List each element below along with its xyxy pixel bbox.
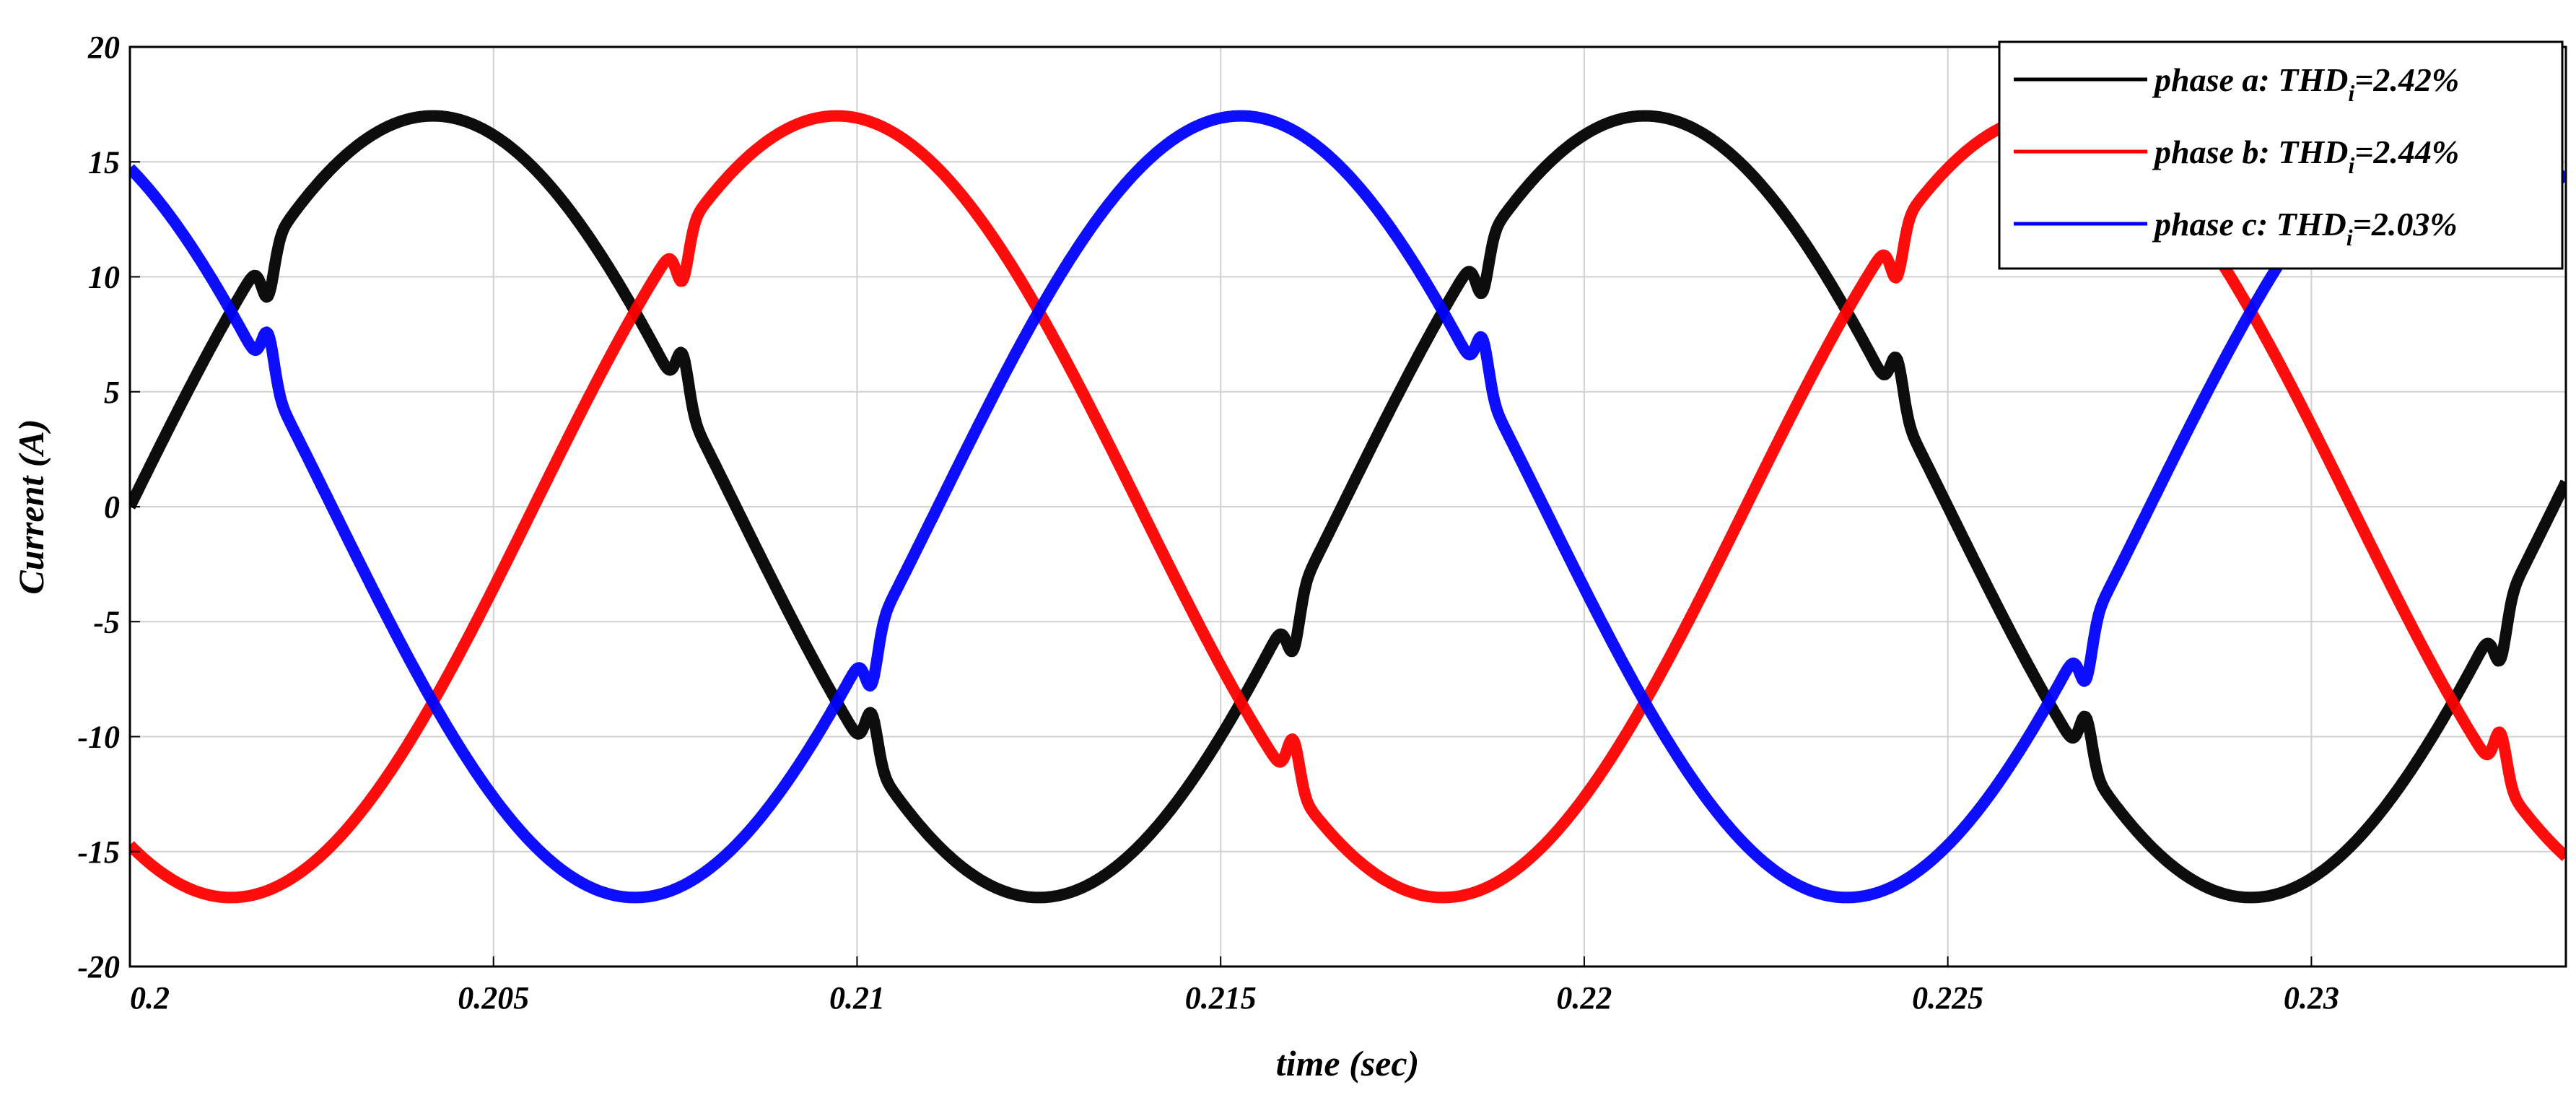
y-tick-label: -5 xyxy=(93,604,120,640)
y-tick-label: 20 xyxy=(87,30,120,65)
y-tick-label: -15 xyxy=(77,834,120,870)
y-tick-label: 15 xyxy=(88,144,120,180)
x-tick-label: 0.205 xyxy=(458,980,529,1016)
legend-entry-phase-c: phase c: THDi=2.03% xyxy=(2152,206,2458,250)
legend-entry-phase-a: phase a: THDi=2.42% xyxy=(2152,61,2459,106)
x-tick-label: 0.2 xyxy=(130,980,170,1016)
y-tick-label: 10 xyxy=(88,260,120,295)
series-phase-a-line xyxy=(130,110,2566,904)
x-tick-label: 0.21 xyxy=(829,980,885,1016)
y-tick-label: 0 xyxy=(104,489,120,525)
x-tick-label: 0.23 xyxy=(2284,980,2339,1016)
series-phase-c-line xyxy=(130,110,2566,904)
x-tick-label: 0.215 xyxy=(1185,980,1257,1016)
y-tick-label: -10 xyxy=(77,720,120,755)
x-tick-labels: 0.2 0.205 0.21 0.215 0.22 0.225 0.23 xyxy=(129,956,2339,1016)
legend: phase a: THDi=2.42% phase b: THDi=2.44% ph… xyxy=(1998,40,2564,270)
y-tick-label: 5 xyxy=(104,375,120,410)
y-tick-labels: -20 -15 -10 -5 0 5 10 15 20 xyxy=(77,30,140,985)
x-tick-label: 0.225 xyxy=(1912,980,1983,1016)
y-axis-label: Current (A) xyxy=(11,419,51,594)
x-axis-label: time (sec) xyxy=(1276,1043,1420,1083)
legend-entry-phase-b: phase b: THDi=2.44% xyxy=(2152,134,2459,178)
y-tick-label: -20 xyxy=(77,949,120,985)
x-tick-label: 0.22 xyxy=(1556,980,1612,1016)
